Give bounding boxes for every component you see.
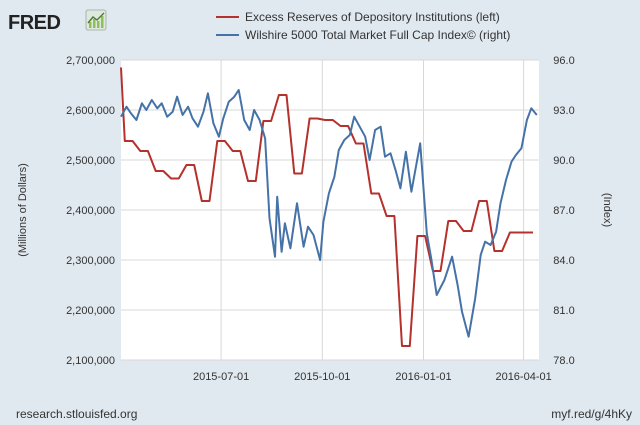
left-tick-label: 2,700,000 <box>66 55 115 67</box>
left-tick-label: 2,400,000 <box>66 205 115 217</box>
left-tick-label: 2,500,000 <box>66 155 115 167</box>
x-axis-ticks: 2015-07-01 2015-10-01 2016-01-01 2016-04-01 <box>193 371 552 383</box>
right-tick-label: 81.0 <box>553 305 574 317</box>
right-tick-label: 96.0 <box>553 55 574 67</box>
right-tick-label: 90.0 <box>553 155 574 167</box>
left-tick-label: 2,100,000 <box>66 355 115 367</box>
right-axis-title: (Index) <box>601 193 613 227</box>
logo-text: FRED <box>8 12 61 34</box>
chart-trend-icon <box>85 9 107 31</box>
left-tick-label: 2,600,000 <box>66 105 115 117</box>
gridlines <box>121 59 539 361</box>
left-axis-ticks: 2,100,000 2,200,000 2,300,000 2,400,000 2,50… <box>66 55 115 367</box>
right-tick-label: 78.0 <box>553 355 574 367</box>
right-tick-label: 87.0 <box>553 205 574 217</box>
right-tick-label: 84.0 <box>553 255 574 267</box>
x-tick-label: 2015-10-01 <box>294 371 350 383</box>
x-tick-label: 2016-04-01 <box>495 371 551 383</box>
short-link[interactable]: myf.red/g/4hKy <box>551 407 632 421</box>
left-axis-title: (Millions of Dollars) <box>17 163 29 257</box>
series-lines <box>120 67 538 347</box>
legend-item-excess-reserves[interactable]: Excess Reserves of Depository Institutio… <box>216 10 500 24</box>
right-tick-label: 93.0 <box>553 105 574 117</box>
right-axis-ticks: 78.0 81.0 84.0 87.0 90.0 93.0 96.0 <box>553 55 574 367</box>
legend: Excess Reserves of Depository Institutio… <box>216 10 510 42</box>
fred-logo[interactable]: FRED <box>8 9 107 34</box>
x-tick-label: 2016-01-01 <box>395 371 451 383</box>
legend-label-wilshire: Wilshire 5000 Total Market Full Cap Inde… <box>245 28 510 42</box>
left-tick-label: 2,200,000 <box>66 305 115 317</box>
x-tick-label: 2015-07-01 <box>193 371 249 383</box>
legend-label-excess-reserves: Excess Reserves of Depository Institutio… <box>245 10 500 24</box>
left-tick-label: 2,300,000 <box>66 255 115 267</box>
legend-item-wilshire[interactable]: Wilshire 5000 Total Market Full Cap Inde… <box>216 28 510 42</box>
series-line-wilshire <box>120 89 538 338</box>
series-line-excess-reserves <box>120 67 533 347</box>
source-link[interactable]: research.stlouisfed.org <box>16 407 137 421</box>
